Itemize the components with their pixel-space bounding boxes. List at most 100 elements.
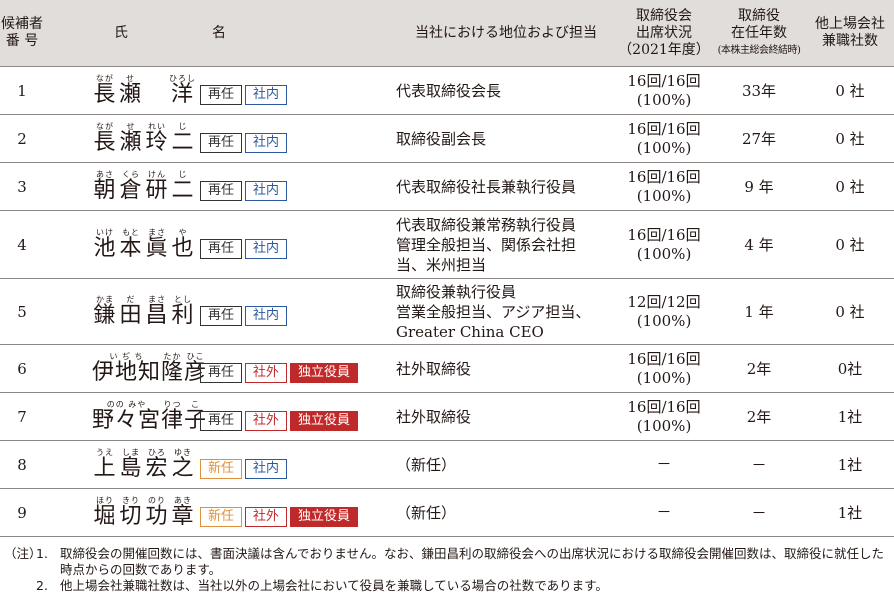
status-badge-shagai: 社外 <box>245 363 288 383</box>
attendance-rate: (100%) <box>636 138 692 157</box>
furigana: だ <box>126 295 136 304</box>
tenure-years: 2年 <box>746 408 772 426</box>
kanji: 本 <box>119 236 143 261</box>
footnote-index: 1. <box>36 546 48 561</box>
furigana: まさ <box>148 295 166 304</box>
attendance-rate: (100%) <box>636 416 692 435</box>
footnote-index: 2. <box>36 578 48 593</box>
position-and-duties: 代表取締役会長 <box>396 81 502 100</box>
name-character: ゆき之 <box>170 448 196 481</box>
name-character: まさ眞 <box>144 228 170 261</box>
name-character: たか隆 <box>161 352 184 385</box>
name-character: せ瀬 <box>118 122 144 155</box>
status-badge-dokuritsu: 独立役員 <box>290 507 359 527</box>
status-badge-saigin: 再任 <box>200 181 243 201</box>
tenure-years: 1 年 <box>744 303 774 321</box>
furigana: せ <box>126 122 136 131</box>
footnotes: （注） 1. 取締役会の開催回数には、書面決議は含んでおりません。なお、鎌田昌利… <box>4 546 892 594</box>
kanji: 二 <box>171 178 195 203</box>
kanji: 功 <box>145 504 169 529</box>
kanji: 昌 <box>145 303 169 328</box>
footnote-text: 取締役会の開催回数には、書面決議は含んでおりません。なお、鎌田昌利の取締役会への… <box>60 546 885 577</box>
status-badge-saigin: 再任 <box>200 363 243 383</box>
status-badge-shanai: 社内 <box>245 181 288 201</box>
furigana: せ <box>126 74 135 83</box>
other-listed-companies: 1社 <box>837 456 863 474</box>
status-badge-saigin: 再任 <box>200 239 243 259</box>
kanji: 野々宮 <box>92 408 162 433</box>
kanji: 切 <box>119 504 143 529</box>
attendance-count: 16回/16回 <box>627 397 701 416</box>
candidate-name: あさ朝くら倉けん研じ二 <box>44 170 196 203</box>
candidate-number: 3 <box>17 177 27 196</box>
position-and-duties: 取締役兼執行役員 営業全般担当、アジア担当、 Greater China CEO <box>396 282 591 341</box>
name-character: もと本 <box>118 228 144 261</box>
attendance-rate: (100%) <box>636 244 692 263</box>
furigana: うえ <box>96 448 114 457</box>
name-character: なが長 <box>92 122 118 155</box>
board-attendance: 16回/16回 (100%) <box>616 211 712 279</box>
board-attendance: － <box>616 489 712 537</box>
candidate-number: 2 <box>17 129 27 148</box>
position-and-duties: 代表取締役社長兼執行役員 <box>396 177 577 196</box>
status-badge-saigin: 再任 <box>200 85 243 105</box>
header-tenure-line1: 取締役 <box>738 7 780 24</box>
name-character: なが長 <box>92 74 118 107</box>
furigana: ゆき <box>174 448 192 457</box>
name-character: とし利 <box>170 295 196 328</box>
other-listed-companies: 0 社 <box>835 130 865 148</box>
footnote-1: （注） 1. 取締役会の開催回数には、書面決議は含んでおりません。なお、鎌田昌利… <box>4 546 892 578</box>
name-character: のり功 <box>144 496 170 529</box>
kanji: 洋 <box>171 82 195 107</box>
candidate-name: なが長せ瀬れい玲じ二 <box>44 122 196 155</box>
other-listed-companies: 0 社 <box>835 303 865 321</box>
other-listed-companies: 0 社 <box>835 82 865 100</box>
status-badge-dokuritsu: 独立役員 <box>290 411 359 431</box>
name-character: のの みや 野々宮 <box>92 400 161 433</box>
candidates-table: 候補者 番 号 氏 名 当社における地位および担当 取締役会 出席状況 （202… <box>0 0 894 537</box>
other-listed-companies: 0 社 <box>835 236 865 254</box>
name-character: じ二 <box>170 170 196 203</box>
furigana: けん <box>148 170 166 179</box>
attendance-count: 16回/16回 <box>627 119 701 138</box>
attendance-count: － <box>656 455 672 473</box>
candidate-number: 8 <box>17 455 27 474</box>
furigana: じ <box>178 170 188 179</box>
furigana: じ <box>178 122 188 131</box>
name-character: あき章 <box>170 496 196 529</box>
other-listed-companies: 0社 <box>837 360 863 378</box>
kanji: 長 <box>93 130 117 155</box>
candidate-name-cell: い ぢ ち伊地知 たか隆ひこ彦再任 社外 独立役員 <box>44 345 396 393</box>
candidate-name-cell: ほり堀きり切のり功あき章新任 社外 独立役員 <box>44 489 396 537</box>
board-attendance: 16回/16回 (100%) <box>616 345 712 393</box>
candidate-name-cell: あさ朝くら倉けん研じ二再任 社内 <box>44 163 396 211</box>
attendance-rate: (100%) <box>636 311 692 330</box>
name-character: いけ池 <box>92 228 118 261</box>
candidate-name: い ぢ ち伊地知 たか隆ひこ彦 <box>44 352 206 385</box>
name-character: りつ律 <box>161 400 184 433</box>
furigana: とし <box>174 295 192 304</box>
attendance-count: 16回/16回 <box>627 167 701 186</box>
kanji: 堀 <box>93 504 117 529</box>
furigana: ひろ <box>148 448 166 457</box>
name-character: じ二 <box>170 122 196 155</box>
candidate-name-cell: なが長せ瀬ひろし洋再任 社内 <box>44 67 396 115</box>
kanji: 田 <box>119 303 143 328</box>
status-badge-saigin: 再任 <box>200 133 243 153</box>
furigana: しま <box>122 448 140 457</box>
furigana: たか <box>163 352 182 361</box>
tenure-years: 9 年 <box>744 178 774 196</box>
board-attendance: － <box>616 441 712 489</box>
header-other-line1: 他上場会社 <box>815 16 885 32</box>
attendance-count: 16回/16回 <box>627 349 701 368</box>
name-character: ひろ宏 <box>144 448 170 481</box>
candidate-name-cell: うえ上しま島ひろ宏ゆき之新任 社内 <box>44 441 396 489</box>
name-character: ひろし洋 <box>169 74 196 107</box>
table-row: 7 のの みや 野々宮 りつ律こ子再任 社外 独立役員 社外取締役 16回/16回 (100%)… <box>0 393 894 441</box>
furigana: あさ <box>96 170 114 179</box>
board-attendance: 16回/16回 (100%) <box>616 393 712 441</box>
attendance-count: 16回/16回 <box>627 71 701 90</box>
other-listed-companies: 0 社 <box>835 178 865 196</box>
attendance-rate: (100%) <box>636 186 692 205</box>
candidate-number: 9 <box>17 503 27 522</box>
